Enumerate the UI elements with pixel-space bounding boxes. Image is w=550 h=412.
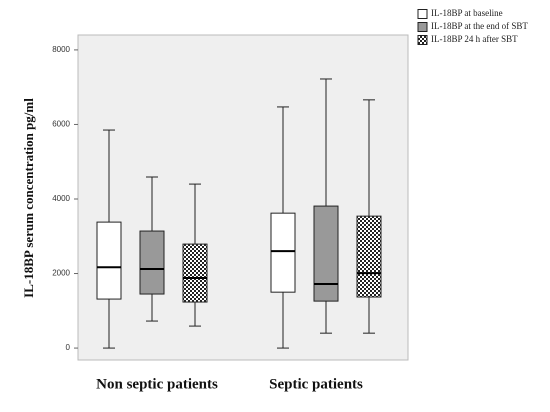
y-tick-label: 0 — [66, 343, 71, 352]
x-tick-label: Non septic patients — [96, 376, 218, 392]
plot-area — [77, 34, 409, 361]
box — [182, 243, 208, 303]
legend-label: IL-18BP at the end of SBT — [431, 21, 528, 31]
y-tick-label: 6000 — [52, 120, 70, 129]
legend-label: IL-18BP at baseline — [431, 8, 503, 18]
box — [96, 221, 122, 300]
legend-label: IL-18BP 24 h after SBT — [431, 34, 518, 44]
box — [356, 215, 382, 298]
y-tick-label: 8000 — [52, 45, 70, 54]
y-tick-label: 4000 — [52, 194, 70, 203]
box — [270, 212, 296, 293]
box — [139, 230, 165, 295]
legend-swatch — [417, 9, 428, 19]
box — [313, 205, 339, 302]
legend-swatch — [417, 35, 428, 45]
legend-swatch — [417, 22, 428, 32]
y-tick-label: 2000 — [52, 269, 70, 278]
y-axis-label: IL-18BP serum concentration pg/ml — [21, 98, 36, 298]
x-tick-label: Septic patients — [269, 376, 363, 392]
